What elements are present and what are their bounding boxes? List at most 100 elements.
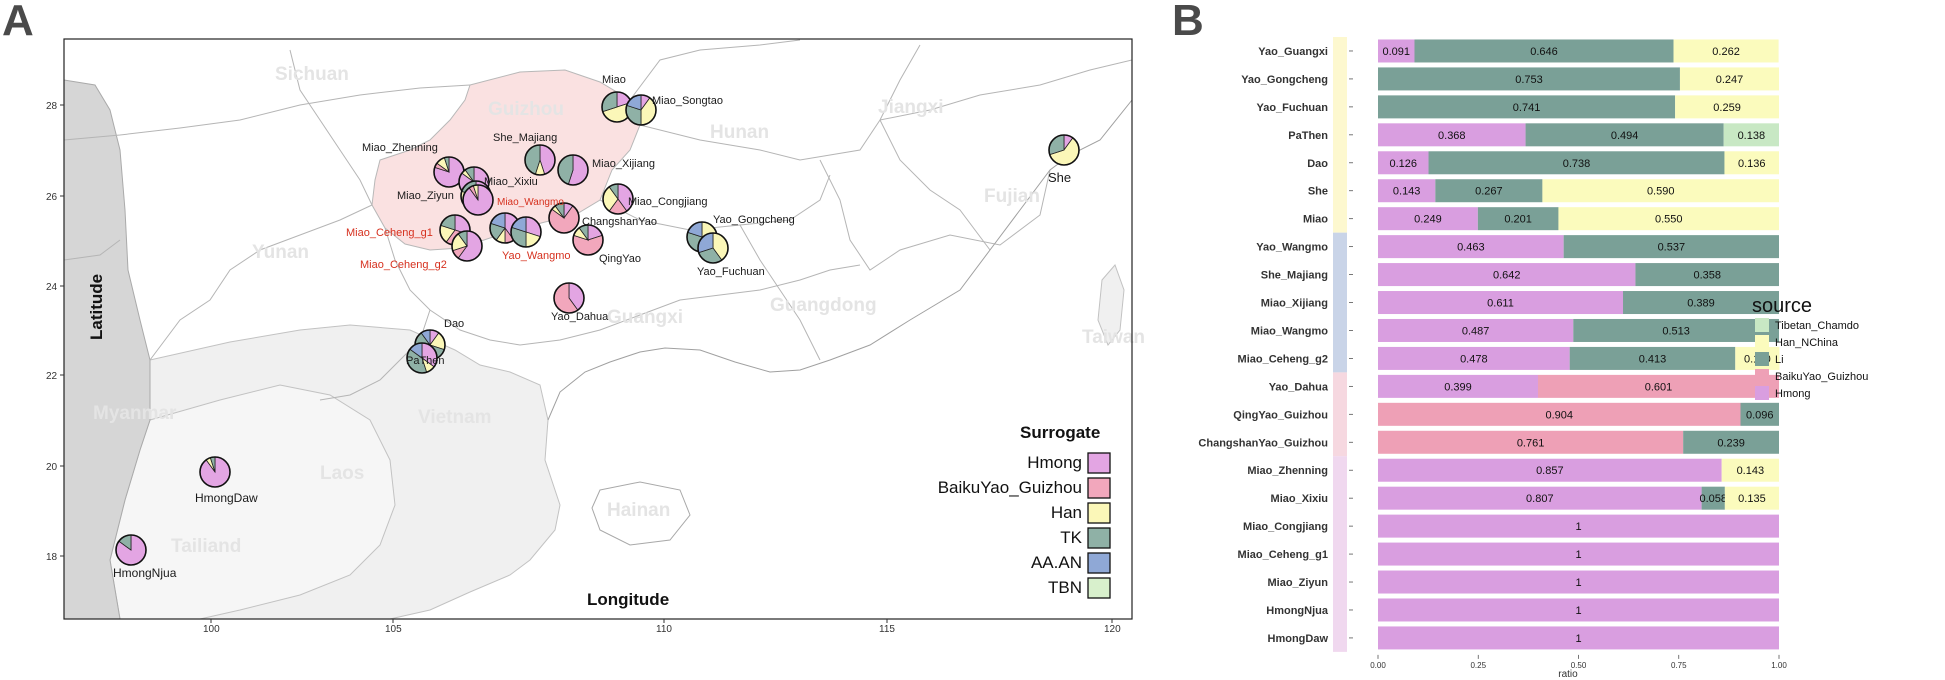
bar-x-axis: 0.00 0.25 0.50 0.75 1.00 — [1370, 654, 1787, 670]
site-pie-marker — [115, 534, 147, 566]
bar-row: Yao_Gongcheng 0.753 0.247 — [1241, 67, 1779, 91]
surrogate-legend-label: Hmong — [1027, 453, 1082, 472]
bar-value-label: 0.646 — [1530, 46, 1558, 58]
taiwan-land — [1097, 264, 1125, 346]
bar-value-label: 0.262 — [1712, 46, 1740, 58]
bar-segment — [1378, 570, 1779, 594]
bar-value-label: 0.143 — [1737, 465, 1765, 477]
pie-outline — [462, 184, 494, 216]
x-tick-label: 0.75 — [1671, 661, 1687, 670]
bar-value-label: 0.807 — [1526, 493, 1554, 505]
y-tick-26: 26 — [46, 192, 58, 203]
surrogate-legend-swatch — [1087, 502, 1111, 524]
bar-value-label: 0.761 — [1517, 437, 1545, 449]
surrogate-legend-label: TBN — [1048, 578, 1082, 597]
site-pie-marker — [510, 216, 542, 248]
surrogate-legend-swatch — [1087, 477, 1111, 499]
pie-outline — [572, 224, 604, 256]
bar-row: Yao_Wangmo 0.463 0.537 — [1256, 235, 1779, 259]
bar-value-label: 0.389 — [1687, 298, 1715, 310]
site-pie-marker — [451, 230, 483, 262]
bar-row-label: Miao_Zhenning — [1247, 465, 1328, 477]
bar-segment — [1537, 374, 1779, 398]
map-y-ticks: 28 26 24 22 20 18 — [46, 101, 64, 563]
bar-value-label: 1 — [1575, 521, 1581, 533]
bar-row: Dao 0.126 0.738 0.136 — [1307, 151, 1779, 175]
bar-segment — [1378, 263, 1636, 287]
site-label-changshanyao: ChangshanYao — [582, 216, 657, 228]
bar-segment — [1378, 235, 1564, 259]
surrogate-legend-label: Han — [1051, 503, 1082, 522]
bar-segment — [1378, 458, 1722, 482]
surrogate-legend-label: BaikuYao_Guizhou — [938, 478, 1082, 497]
bar-row-label: Miao_Ceheng_g1 — [1238, 549, 1328, 561]
surrogate-legend-label: AA.AN — [1031, 553, 1082, 572]
bar-row: Yao_Guangxi 0.091 0.646 0.262 — [1258, 39, 1779, 63]
bar-row-label: Dao — [1307, 158, 1328, 170]
bar-segment — [1378, 207, 1478, 231]
surrogate-legend-items: Hmong BaikuYao_Guizhou Han TK AA.AN TBN — [938, 452, 1111, 599]
bar-segment — [1569, 346, 1736, 370]
bar-row-label: Yao_Guangxi — [1258, 46, 1328, 58]
bar-value-label: 0.399 — [1444, 381, 1472, 393]
site-label-hmongdaw: HmongDaw — [195, 491, 258, 505]
bar-row: Miao_Ceheng_g1 1 — [1238, 542, 1779, 566]
x-tick-110: 110 — [656, 624, 672, 635]
bar-row-label: Miao_Xixiu — [1271, 493, 1328, 505]
bar-value-label: 0.058 — [1699, 493, 1727, 505]
surrogate-legend-label: TK — [1060, 528, 1082, 547]
site-label-dao: Dao — [444, 318, 464, 330]
bar-row: She 0.143 0.267 0.590 — [1308, 179, 1779, 203]
pie-outline — [557, 154, 589, 186]
bar-value-label: 0.267 — [1475, 186, 1503, 198]
region-label-guizhou: Guizhou — [488, 99, 564, 120]
bar-segment — [1378, 346, 1570, 370]
y-tick-22: 22 — [46, 371, 58, 382]
map-x-ticks: 100 105 110 115 120 — [203, 619, 1121, 635]
site-pie-marker — [625, 94, 657, 126]
site-label-miao-ziyun: Miao_Ziyun — [397, 190, 454, 202]
y-tick-24: 24 — [46, 282, 58, 293]
source-legend-title: source — [1752, 295, 1812, 317]
bar-segment — [1724, 486, 1779, 510]
x-tick-115: 115 — [879, 624, 895, 635]
bar-segment — [1563, 235, 1779, 259]
pie-outline — [625, 94, 657, 126]
bar-row: PaThen 0.368 0.494 0.138 — [1288, 123, 1779, 147]
bar-segment — [1378, 514, 1779, 538]
source-legend-swatch — [1755, 386, 1769, 400]
site-label-miao-ceheng-g1: Miao_Ceheng_g1 — [346, 227, 433, 239]
group-strip — [1333, 37, 1347, 233]
site-pie-marker — [697, 232, 729, 264]
site-label-yao-fuchuan: Yao_Fuchuan — [697, 266, 765, 278]
panel-b-letter: B — [1172, 0, 1204, 45]
bar-value-label: 0.550 — [1655, 214, 1683, 226]
bar-value-label: 0.537 — [1658, 242, 1686, 254]
bar-row-label: Miao_Congjiang — [1243, 521, 1328, 533]
region-label-fujian: Fujian — [984, 186, 1040, 207]
site-label-miao-xixiu: Miao_Xixiu — [484, 176, 538, 188]
site-label-hmongnjua: HmongNjua — [113, 566, 177, 580]
bar-value-label: 0.590 — [1647, 186, 1675, 198]
bar-segment — [1723, 123, 1779, 147]
source-legend-swatch — [1755, 318, 1769, 332]
bar-row-label: HmongNjua — [1266, 605, 1329, 617]
site-pie-marker — [1048, 134, 1080, 166]
bar-segment — [1673, 39, 1779, 63]
panel-a-letter: A — [2, 0, 34, 45]
bar-value-label: 0.611 — [1487, 298, 1514, 310]
bar-segment — [1740, 402, 1779, 426]
bar-row: She_Majiang 0.642 0.358 — [1261, 263, 1779, 287]
bar-value-label: 1 — [1575, 577, 1581, 589]
site-pie-marker — [524, 144, 556, 176]
region-label-taiwan: Taiwan — [1082, 327, 1145, 348]
x-tick-105: 105 — [385, 624, 402, 635]
map-frame — [63, 38, 1133, 620]
surrogate-legend-swatch — [1087, 577, 1111, 599]
bar-segment — [1675, 95, 1779, 119]
bar-segment — [1378, 430, 1684, 454]
site-pie-marker — [548, 202, 580, 234]
bar-value-label: 0.096 — [1746, 409, 1774, 421]
x-tick-label: 1.00 — [1771, 661, 1787, 670]
